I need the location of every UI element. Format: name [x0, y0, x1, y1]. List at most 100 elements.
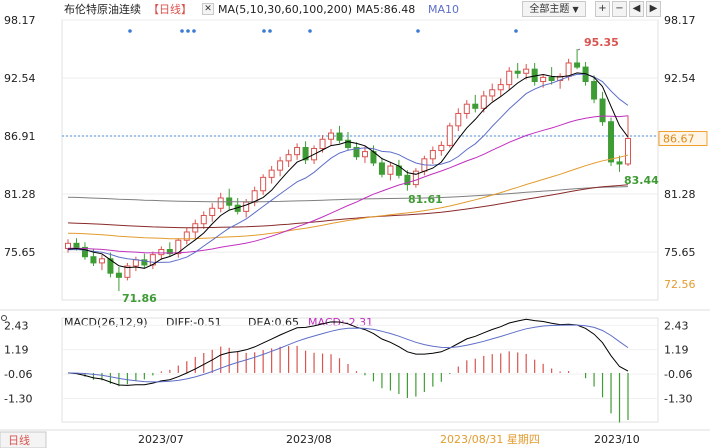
candle-up: [489, 89, 496, 97]
macd-panel-frame: [61, 317, 659, 423]
candle-up: [200, 214, 207, 225]
price-tick-right: 75.65: [664, 246, 696, 259]
candle-up: [446, 125, 453, 146]
scroll-left-icon[interactable]: ◀: [629, 1, 644, 17]
cursor-date-label: 2023/08/31 星期四: [440, 433, 540, 446]
ma-params-label[interactable]: MA(5,10,30,60,100,200): [218, 3, 353, 16]
candle-up: [328, 132, 335, 140]
candle-up: [124, 265, 131, 278]
ma60-line: [67, 154, 629, 240]
annotation-low: 71.86: [122, 292, 157, 305]
chevron-down-icon: ▼: [572, 5, 579, 14]
candle-down: [608, 121, 615, 163]
settings-icon: [1, 315, 7, 321]
ma-toggle-icon[interactable]: ✕: [202, 3, 214, 15]
candle-down: [599, 98, 606, 123]
candle-down: [404, 174, 411, 186]
candle-down: [472, 103, 479, 109]
ma10-line: [67, 73, 629, 263]
candle-down: [141, 259, 148, 266]
macd-tick-left: -1.30: [4, 392, 32, 405]
price-tick-left: 92.54: [4, 72, 36, 85]
ma100-line: [67, 184, 629, 229]
price-tick-left: 75.65: [4, 246, 36, 259]
period-badge: [0, 431, 47, 448]
candle-up: [285, 154, 292, 162]
annotation-last-low: 83.44: [624, 174, 659, 187]
candle-up: [217, 197, 224, 209]
ma5-value: MA5:86.48: [356, 3, 416, 16]
zoom-out-icon[interactable]: −: [612, 1, 627, 17]
candle-down: [115, 272, 122, 278]
candle-up: [243, 201, 250, 212]
candle-down: [90, 256, 97, 264]
event-marker-icon: [268, 29, 272, 33]
candle-down: [302, 146, 309, 161]
current-price-tag: [658, 131, 708, 147]
candle-down: [353, 146, 360, 158]
price-tick-left: 98.17: [4, 14, 36, 27]
candle-up: [98, 258, 105, 264]
macd-tick-right: 2.43: [664, 319, 689, 332]
macd-tick-left: 1.19: [4, 344, 29, 357]
candle-down: [591, 81, 598, 100]
candle-up: [132, 259, 139, 267]
price-tick-right: 81.28: [664, 188, 696, 201]
candle-up: [65, 242, 71, 249]
price-tick-left: 86.91: [4, 130, 36, 143]
event-marker-icon: [262, 29, 266, 33]
period-label[interactable]: 【日线】: [148, 3, 192, 16]
date-label: 2023/07: [138, 433, 184, 446]
candle-down: [574, 62, 581, 68]
ma200-line: [67, 186, 629, 203]
candle-up: [523, 68, 530, 74]
ma30-line: [68, 115, 629, 254]
event-marker-icon: [192, 29, 196, 33]
macd-tick-right: -0.06: [664, 368, 692, 381]
macd-dea-value: DEA:0.65: [248, 316, 299, 329]
candle-up: [412, 170, 419, 186]
candle-down: [107, 258, 114, 274]
candle-up: [175, 239, 182, 255]
candle-up: [319, 138, 326, 150]
macd-diff-value: DIFF:-0.51: [166, 316, 222, 329]
candle-up: [294, 146, 301, 156]
date-label: 2023/10: [594, 433, 640, 446]
theme-dropdown-label: 全部主题: [529, 4, 570, 15]
candle-up: [158, 249, 165, 256]
candle-up: [183, 231, 190, 241]
macd-diff-line: [67, 318, 629, 386]
event-marker-icon: [308, 29, 312, 33]
macd-tick-left: -0.06: [4, 368, 32, 381]
zoom-in-icon[interactable]: +: [595, 1, 610, 17]
price-tick-right: 98.17: [664, 14, 696, 27]
event-marker-icon: [514, 29, 518, 33]
candle-down: [166, 249, 173, 255]
macd-tick-right: -1.30: [664, 392, 692, 405]
event-marker-icon: [180, 29, 184, 33]
chart-title: 布伦特原油连续: [64, 3, 141, 16]
event-marker-icon: [186, 29, 190, 33]
annotation-high-line: [577, 48, 581, 51]
macd-tick-left: 2.43: [4, 319, 29, 332]
candle-up: [463, 103, 470, 114]
macd-params-label: MACD(26,12,9): [64, 316, 148, 329]
event-marker-icon: [416, 29, 420, 33]
candle-up: [625, 138, 631, 165]
annotation-mid-low: 81.61: [408, 193, 443, 206]
theme-dropdown[interactable]: 全部主题 ▼: [522, 1, 586, 17]
current-price-label: 86.67: [663, 133, 695, 146]
candle-down: [514, 70, 521, 74]
macd-tick-right: 1.19: [664, 344, 689, 357]
candle-up: [260, 176, 267, 192]
candle-up: [565, 62, 572, 77]
annotation-high: 95.35: [584, 36, 619, 49]
scroll-right-icon[interactable]: ▶: [646, 1, 661, 17]
period-badge-label: 日线: [8, 433, 30, 447]
candle-up: [268, 169, 275, 178]
candle-down: [616, 161, 623, 165]
candle-up: [277, 160, 284, 171]
date-label: 2023/08: [286, 433, 332, 446]
